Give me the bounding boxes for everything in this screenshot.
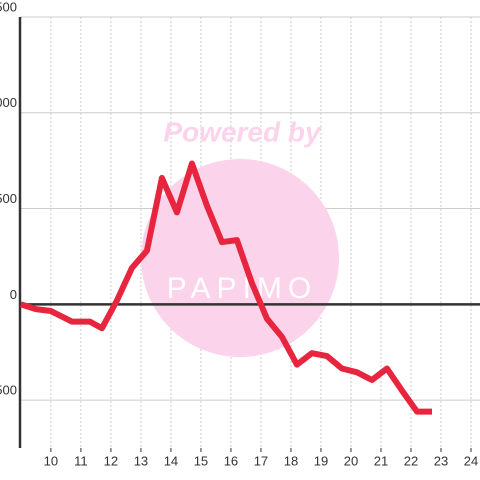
watermark-logo: PAPIMO [167, 272, 317, 305]
watermark-text: Powered by [163, 116, 322, 147]
y-tick-label: 1,000 [0, 95, 17, 110]
x-tick-label: 10 [44, 453, 58, 468]
watermark: Powered by PAPIMO [141, 116, 339, 357]
x-tick-label: 19 [314, 453, 328, 468]
x-tick-label: 14 [164, 453, 178, 468]
x-tick-label: 13 [134, 453, 148, 468]
x-tick-label: 15 [194, 453, 208, 468]
x-tick-label: 17 [254, 453, 268, 468]
x-tick-label: 18 [284, 453, 298, 468]
x-tick-label: 16 [224, 453, 238, 468]
y-tick-label: 0 [10, 287, 17, 302]
x-tick-label: 24 [464, 453, 478, 468]
x-tick-label: 12 [104, 453, 118, 468]
x-tick-label: 21 [374, 453, 388, 468]
y-tick-label: 1,500 [0, 0, 17, 14]
line [19, 160, 432, 415]
y-tick-label: 500 [0, 191, 17, 206]
y-tick-label: -500 [0, 383, 17, 398]
x-tick-label: 11 [74, 453, 88, 468]
x-tick-label: 23 [434, 453, 448, 468]
x-tick-label: 20 [344, 453, 358, 468]
x-tick-label: 22 [404, 453, 418, 468]
